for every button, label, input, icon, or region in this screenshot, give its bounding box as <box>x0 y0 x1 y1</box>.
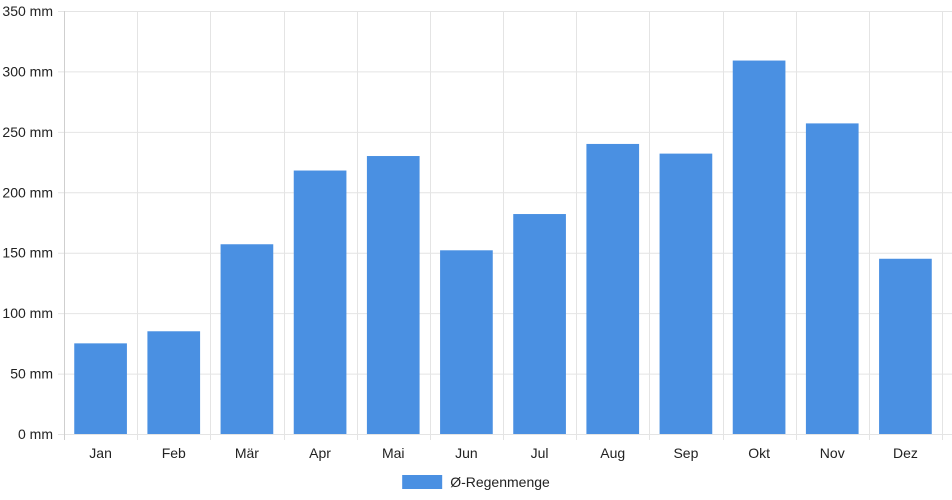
x-tick-label: Feb <box>162 445 186 461</box>
bar-mai[interactable] <box>366 156 420 434</box>
bar-feb[interactable] <box>147 331 201 434</box>
x-tick-label: Sep <box>673 445 698 461</box>
bar-jun[interactable] <box>440 250 493 434</box>
x-tick-label: Mär <box>235 445 259 461</box>
bar-nov[interactable] <box>805 123 859 434</box>
axes: 0 mm 50 mm 100 mm 150 mm 200 mm 250 mm 300 mm 3… <box>2 3 917 461</box>
bar-sep[interactable] <box>659 153 713 434</box>
x-tick-label: Nov <box>820 445 845 461</box>
y-tick-label: 200 mm <box>2 184 53 200</box>
y-tick-label: 50 mm <box>10 366 53 382</box>
legend-label: Ø-Regenmenge <box>450 474 550 490</box>
x-tick-label: Jul <box>531 445 549 461</box>
legend-swatch <box>402 475 443 489</box>
x-tick-label: Jan <box>89 445 112 461</box>
bar-aug[interactable] <box>586 143 640 434</box>
y-tick-label: 350 mm <box>2 3 53 19</box>
x-tick-label: Dez <box>893 445 918 461</box>
bar-okt[interactable] <box>732 60 786 435</box>
y-tick-label: 250 mm <box>2 124 53 140</box>
y-tick-label: 300 mm <box>2 63 53 79</box>
legend[interactable]: Ø-Regenmenge <box>402 474 550 490</box>
x-tick-label: Jun <box>455 445 478 461</box>
x-tick-label: Okt <box>748 445 770 461</box>
gridlines <box>58 11 952 440</box>
bar-jul[interactable] <box>513 214 566 434</box>
y-tick-label: 0 mm <box>18 426 53 442</box>
x-tick-label: Apr <box>309 445 331 461</box>
x-tick-label: Aug <box>600 445 625 461</box>
bar-jan[interactable] <box>74 343 127 434</box>
bar-apr[interactable] <box>293 170 347 434</box>
bars <box>74 60 932 435</box>
bar-mär[interactable] <box>220 244 274 434</box>
y-tick-label: 150 mm <box>2 245 53 261</box>
y-tick-label: 100 mm <box>2 305 53 321</box>
x-tick-label: Mai <box>382 445 405 461</box>
bar-dez[interactable] <box>879 258 932 434</box>
